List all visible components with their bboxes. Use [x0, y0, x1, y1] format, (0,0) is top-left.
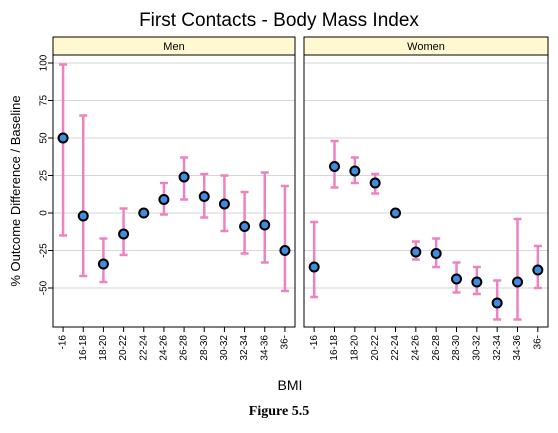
x-tick-label: 34-36: [259, 335, 270, 361]
data-point: [329, 161, 340, 172]
y-tick-label: 0: [39, 210, 50, 216]
x-tick-label: 28-30: [451, 335, 462, 361]
data-point: [77, 210, 89, 222]
data-point: [512, 276, 523, 288]
panel-strip-label: Men: [163, 41, 184, 53]
data-point: [259, 219, 271, 231]
x-tick-label: 24-26: [159, 335, 170, 361]
x-tick-label: 18-20: [349, 335, 360, 361]
x-tick-label: 24-26: [410, 335, 421, 361]
x-tick-label: -16: [309, 335, 320, 350]
x-tick-label: 32-34: [492, 335, 503, 361]
data-point: [410, 246, 422, 258]
data-point: [198, 191, 210, 202]
y-tick-label: 50: [39, 132, 50, 144]
x-tick-label: 16-18: [329, 335, 340, 361]
panel-strip-label: Women: [407, 41, 445, 53]
x-tick-label: 20-22: [370, 335, 381, 361]
data-point: [158, 194, 170, 205]
x-tick-label: 26-28: [179, 335, 190, 361]
x-tick-label: 16-18: [78, 335, 89, 361]
panel-border: [52, 54, 296, 328]
chart-title: First Contacts - Body Mass Index: [139, 10, 419, 31]
x-tick-label: 22-24: [138, 335, 149, 361]
x-tick-label: 28-30: [199, 335, 210, 361]
y-tick-label: 25: [39, 170, 50, 182]
panel-border: [303, 54, 549, 328]
data-point: [178, 171, 190, 183]
x-tick-label: 26-28: [431, 335, 442, 361]
x-tick-label: 32-34: [239, 335, 250, 361]
data-point: [279, 245, 291, 256]
data-point: [532, 264, 544, 276]
y-tick-label: -25: [39, 243, 50, 258]
data-point: [308, 261, 320, 273]
x-tick-label: 20-22: [118, 335, 129, 361]
y-axis-label: % Outcome Difference / Baseline: [8, 95, 23, 286]
data-point: [138, 207, 150, 219]
data-point: [239, 221, 251, 232]
data-point: [430, 248, 442, 259]
data-point: [349, 165, 361, 177]
data-point: [390, 207, 401, 219]
x-tick-label: 30-32: [219, 335, 230, 361]
data-point: [369, 177, 381, 189]
x-tick-label: 22-24: [390, 335, 401, 361]
data-point: [471, 276, 483, 288]
x-tick-label: -16: [58, 335, 69, 350]
data-point: [57, 132, 69, 144]
y-tick-label: 75: [39, 95, 50, 107]
figure-caption: Figure 5.5: [248, 404, 310, 419]
x-tick-label: 36-: [532, 335, 543, 349]
data-point: [118, 228, 130, 240]
data-point: [97, 258, 109, 270]
data-point: [218, 198, 230, 210]
data-point: [491, 297, 503, 309]
y-tick-label: -50: [39, 280, 50, 295]
y-tick-label: 100: [39, 54, 50, 71]
x-tick-label: 18-20: [98, 335, 109, 361]
x-axis-label: BMI: [278, 377, 303, 393]
x-tick-label: 34-36: [512, 335, 523, 361]
data-point: [451, 273, 462, 285]
x-tick-label: 36-: [280, 335, 291, 349]
x-tick-label: 30-32: [471, 335, 482, 361]
